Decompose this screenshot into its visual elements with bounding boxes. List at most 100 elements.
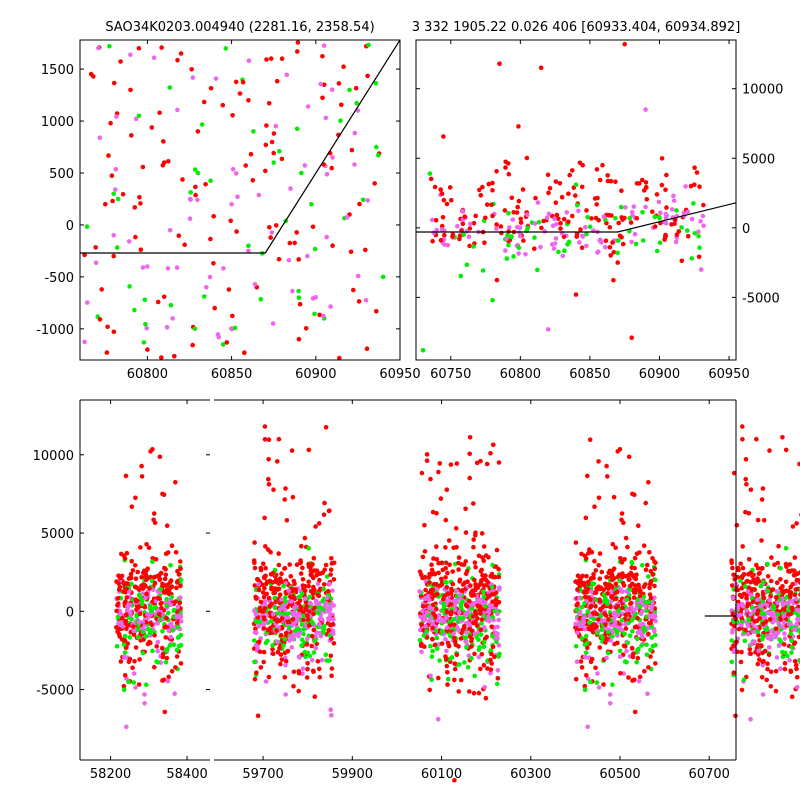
- bottom-point-red: [643, 500, 648, 506]
- bottom-point-green: [428, 643, 433, 649]
- tl-point-red: [230, 313, 235, 319]
- bottom-point-violet: [443, 615, 449, 621]
- bottom-point-green: [321, 630, 326, 635]
- bottom-point-red: [139, 574, 144, 580]
- bottom-point-red: [653, 661, 658, 666]
- tr-point-red: [579, 245, 585, 250]
- bottom-point-red: [164, 523, 170, 528]
- bottom-point-green: [729, 659, 735, 665]
- bottom-point-green: [434, 635, 440, 641]
- bottom-point-red: [790, 607, 795, 613]
- bottom-point-red: [632, 583, 638, 588]
- bottom-point-violet: [776, 621, 781, 626]
- bottom-point-violet: [283, 692, 289, 697]
- bottom-point-red: [451, 622, 457, 627]
- bottom-point-violet: [495, 624, 501, 630]
- tr-point-red: [609, 213, 614, 218]
- bottom-point-red: [300, 577, 306, 582]
- bottom-point-red: [740, 565, 746, 571]
- bottom-point-red: [793, 662, 799, 668]
- bottom-point-green: [308, 604, 313, 609]
- bottom-point-red: [311, 627, 317, 633]
- bottom-point-green: [788, 631, 794, 636]
- bottom-point-red: [456, 689, 462, 694]
- tr-point-violet: [523, 252, 528, 257]
- bottom-point-red: [586, 579, 591, 585]
- bottom-point-red: [596, 495, 602, 501]
- bottom-point-red: [768, 578, 774, 584]
- bottom-point-green: [175, 624, 181, 630]
- bottom-point-red: [257, 649, 263, 655]
- tr-point-violet: [510, 217, 516, 222]
- bottom-point-red: [617, 447, 623, 452]
- bottom-point-red: [479, 651, 485, 657]
- bottom-point-red: [773, 626, 779, 631]
- bottom-point-violet: [456, 627, 461, 633]
- bottom-point-green: [630, 629, 635, 634]
- tr-point-red: [460, 221, 466, 227]
- tl-point-violet: [288, 186, 293, 191]
- bottom-point-red: [448, 602, 454, 607]
- tl-point-violet: [246, 58, 252, 63]
- bottom-point-red: [653, 560, 658, 566]
- bottom-point-violet: [751, 629, 757, 635]
- tl-point-violet: [144, 326, 149, 331]
- bottom-point-red: [436, 469, 441, 475]
- bottom-point-green: [429, 677, 434, 682]
- bottom-point-red: [321, 582, 327, 587]
- bottom-point-red: [763, 648, 768, 654]
- panel-top-right: 3 332 1905.22 0.026 406 [60933.404, 6093…: [412, 20, 784, 382]
- tr-point-red: [457, 233, 463, 238]
- bottom-point-red: [744, 482, 749, 487]
- bottom-point-red: [490, 644, 496, 650]
- bottom-point-green: [459, 606, 464, 612]
- bottom-point-violet: [281, 603, 287, 609]
- bottom-seg1-xtick-label: 58400: [166, 767, 207, 782]
- tl-point-green: [271, 160, 277, 165]
- bottom-point-red: [279, 616, 285, 621]
- bottom-point-red: [623, 535, 629, 541]
- bottom-point-red: [169, 584, 175, 590]
- bottom-point-red: [152, 632, 157, 638]
- bottom-point-red: [604, 574, 609, 580]
- bottom-point-violet: [607, 692, 613, 697]
- bottom-point-red: [161, 590, 167, 595]
- bottom-point-green: [445, 676, 451, 682]
- tl-point-red: [208, 236, 213, 242]
- bottom-point-red: [131, 632, 137, 637]
- bottom-point-red: [767, 448, 772, 453]
- bottom-point-green: [643, 599, 648, 605]
- bottom-point-red: [120, 615, 125, 621]
- bottom-point-red: [436, 570, 441, 576]
- bottom-point-violet: [315, 581, 321, 587]
- bottom-point-green: [743, 584, 748, 589]
- bottom-point-violet: [496, 617, 501, 623]
- tr-point-red: [573, 193, 578, 198]
- bottom-point-red: [437, 461, 443, 466]
- bottom-point-violet: [616, 625, 621, 630]
- bottom-point-violet: [635, 630, 641, 635]
- tl-point-red: [140, 164, 146, 170]
- bottom-seg2-xtick-label: 60700: [689, 767, 730, 782]
- bottom-point-green: [324, 658, 329, 663]
- bottom-point-violet: [748, 642, 754, 647]
- bottom-point-red: [748, 570, 754, 576]
- bottom-point-red: [450, 569, 456, 574]
- tl-point-green: [202, 294, 207, 299]
- bottom-point-green: [634, 660, 639, 665]
- tr-point-violet: [643, 107, 648, 112]
- tr-point-red: [566, 191, 571, 197]
- bottom-point-red: [252, 560, 257, 566]
- bottom-point-violet: [612, 621, 618, 626]
- bottom-point-violet: [330, 588, 335, 593]
- tr-point-green: [504, 256, 510, 261]
- bottom-point-red: [164, 616, 169, 621]
- tl-ytick-label: 500: [49, 167, 74, 182]
- bottom-point-red: [427, 687, 433, 693]
- tl-point-red: [97, 317, 103, 322]
- tl-point-green: [208, 178, 213, 184]
- bottom-point-red: [453, 526, 459, 531]
- bottom-point-green: [765, 588, 771, 593]
- bottom-point-red: [637, 589, 643, 594]
